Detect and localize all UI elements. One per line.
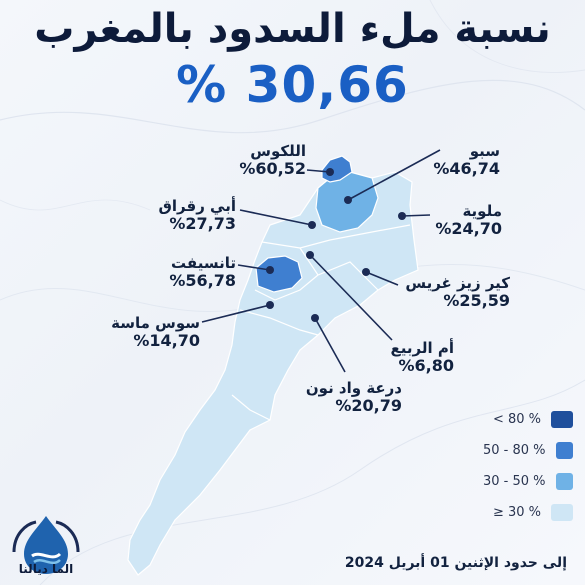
label-bouregreg: أبي رقراق %27,73 [148, 197, 236, 234]
region-name: أم الربيع [390, 339, 454, 357]
label-oum-rbia: أم الربيع %6,80 [378, 339, 454, 376]
legend-swatch [551, 410, 573, 428]
region-value: %60,52 [239, 159, 306, 179]
region-name: سبو [469, 142, 500, 160]
label-draa-oued-noun: درعة واد نون %20,79 [302, 379, 402, 416]
legend-label: 30 - 50 % [483, 473, 546, 489]
map-legend: < 80 % 50 - 80 % 30 - 50 % ≥ 30 % [483, 404, 573, 528]
legend-label: ≥ 30 % [492, 504, 541, 520]
legend-label: < 80 % [492, 411, 541, 427]
legend-item: 30 - 50 % [483, 466, 573, 496]
region-name: كير زيز غريس [405, 274, 510, 292]
logo-text: الما ديالنا [18, 562, 74, 576]
page-title: نسبة ملء السدود بالمغرب [34, 6, 551, 52]
region-name: اللكوس [250, 142, 306, 160]
legend-item: 50 - 80 % [483, 435, 573, 465]
legend-item: ≥ 30 % [483, 497, 573, 527]
region-name: درعة واد نون [305, 379, 402, 397]
region-value: %25,59 [443, 291, 510, 311]
region-name: أبي رقراق [158, 197, 236, 215]
legend-item: < 80 % [483, 404, 573, 434]
label-souss-massa: سوس ماسة %14,70 [108, 314, 200, 351]
region-name: تانسيفت [171, 254, 236, 272]
label-moulouya: ملوية %24,70 [432, 202, 502, 239]
label-ziz-guir-rheris: كير زيز غريس %25,59 [398, 274, 510, 311]
region-value: %6,80 [398, 356, 454, 376]
region-value: %14,70 [133, 331, 200, 351]
region-value: %20,79 [335, 396, 402, 416]
region-value: %27,73 [169, 214, 236, 234]
leader-lines [201, 149, 441, 373]
legend-swatch [551, 503, 573, 521]
label-sebou: سبو %46,74 [430, 142, 500, 179]
date-footnote: إلى حدود الإثنين 01 أبريل 2024 [344, 555, 567, 571]
legend-swatch [555, 472, 573, 490]
label-loukkos: اللكوس %60,52 [218, 142, 306, 179]
region-value: %46,74 [433, 159, 500, 179]
region-name: سوس ماسة [111, 314, 200, 332]
national-fill-rate: % 30,66 [176, 56, 409, 114]
region-value: %56,78 [169, 271, 236, 291]
water-drop-logo-icon [12, 516, 80, 574]
legend-swatch [555, 441, 573, 459]
label-tensift: تانسيفت %56,78 [118, 254, 236, 291]
region-tensift [255, 255, 303, 293]
region-borders [231, 224, 411, 421]
region-name: ملوية [462, 202, 502, 220]
legend-label: 50 - 80 % [483, 442, 546, 458]
morocco-territory [127, 171, 419, 576]
region-value: %24,70 [435, 219, 502, 239]
